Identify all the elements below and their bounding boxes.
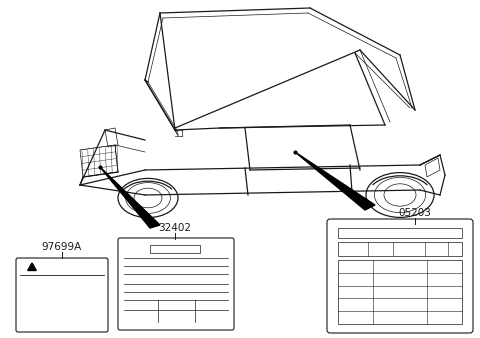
Text: 32402: 32402 [158,223,192,233]
Bar [338,228,462,238]
Text: 97699A: 97699A [42,242,82,252]
Bar [338,260,462,324]
Bar [338,242,462,256]
Bar [150,245,200,253]
Polygon shape [100,167,160,228]
Polygon shape [28,263,36,270]
Text: 05203: 05203 [398,208,432,218]
Polygon shape [295,152,375,210]
